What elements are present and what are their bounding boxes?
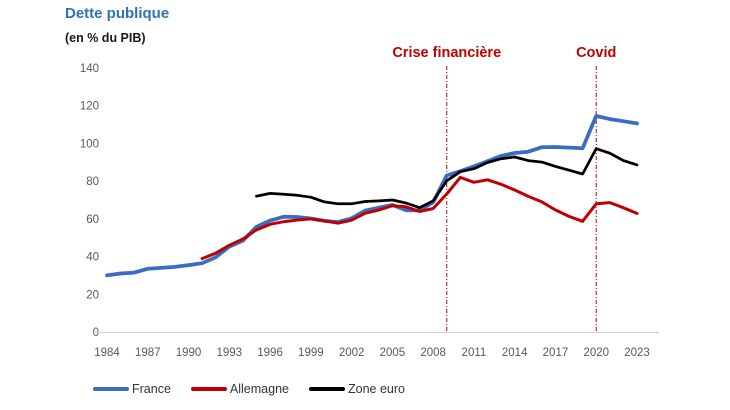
series-line-allemagne bbox=[200, 175, 639, 261]
x-tick-label: 2002 bbox=[339, 347, 365, 359]
chart-subtitle: (en % du PIB) bbox=[65, 31, 146, 45]
legend-label: Zone euro bbox=[347, 382, 405, 396]
y-tick-label: 140 bbox=[80, 63, 99, 75]
x-tick-label: 2005 bbox=[380, 347, 406, 359]
x-tick-label: 2011 bbox=[462, 347, 487, 359]
y-tick-label: 120 bbox=[80, 101, 99, 113]
x-tick-label: 2014 bbox=[502, 347, 528, 359]
y-tick-label: 80 bbox=[86, 176, 99, 188]
annotation-crise-financiere: Crise financière bbox=[392, 45, 502, 61]
x-tick-label: 2023 bbox=[624, 347, 650, 359]
y-tick-label: 40 bbox=[86, 252, 99, 264]
legend-swatch-zone-euro bbox=[308, 387, 345, 391]
legend-swatch-france bbox=[93, 387, 129, 391]
legend-label: Allemagne bbox=[229, 382, 289, 396]
x-tick-label: 1984 bbox=[94, 347, 120, 359]
annotation-covid: Covid bbox=[576, 45, 617, 61]
series-line-zone-euro bbox=[255, 147, 639, 210]
y-tick-label: 20 bbox=[86, 289, 99, 301]
y-tick-label: 60 bbox=[86, 214, 99, 226]
x-tick-label: 1996 bbox=[257, 347, 283, 359]
legend-item-allemagne: Allemagne bbox=[190, 382, 289, 396]
x-tick-label: 2020 bbox=[583, 347, 609, 359]
legend-item-zone-euro: Zone euro bbox=[308, 382, 405, 396]
x-tick-label: 1987 bbox=[135, 347, 161, 359]
y-tick-label: 100 bbox=[80, 138, 99, 150]
x-tick-label: 2008 bbox=[420, 347, 446, 359]
x-tick-label: 1999 bbox=[298, 347, 324, 359]
legend-item-france: France bbox=[93, 382, 171, 396]
x-tick-label: 1993 bbox=[217, 347, 243, 359]
series-line-france bbox=[105, 114, 639, 278]
x-tick-label: 2017 bbox=[543, 347, 569, 359]
legend-label: France bbox=[132, 382, 171, 396]
legend: France Allemagne Zone euro bbox=[93, 382, 405, 396]
x-tick-label: 1990 bbox=[176, 347, 202, 359]
chart-title: Dette publique bbox=[65, 5, 170, 22]
legend-swatch-allemagne bbox=[190, 387, 227, 391]
